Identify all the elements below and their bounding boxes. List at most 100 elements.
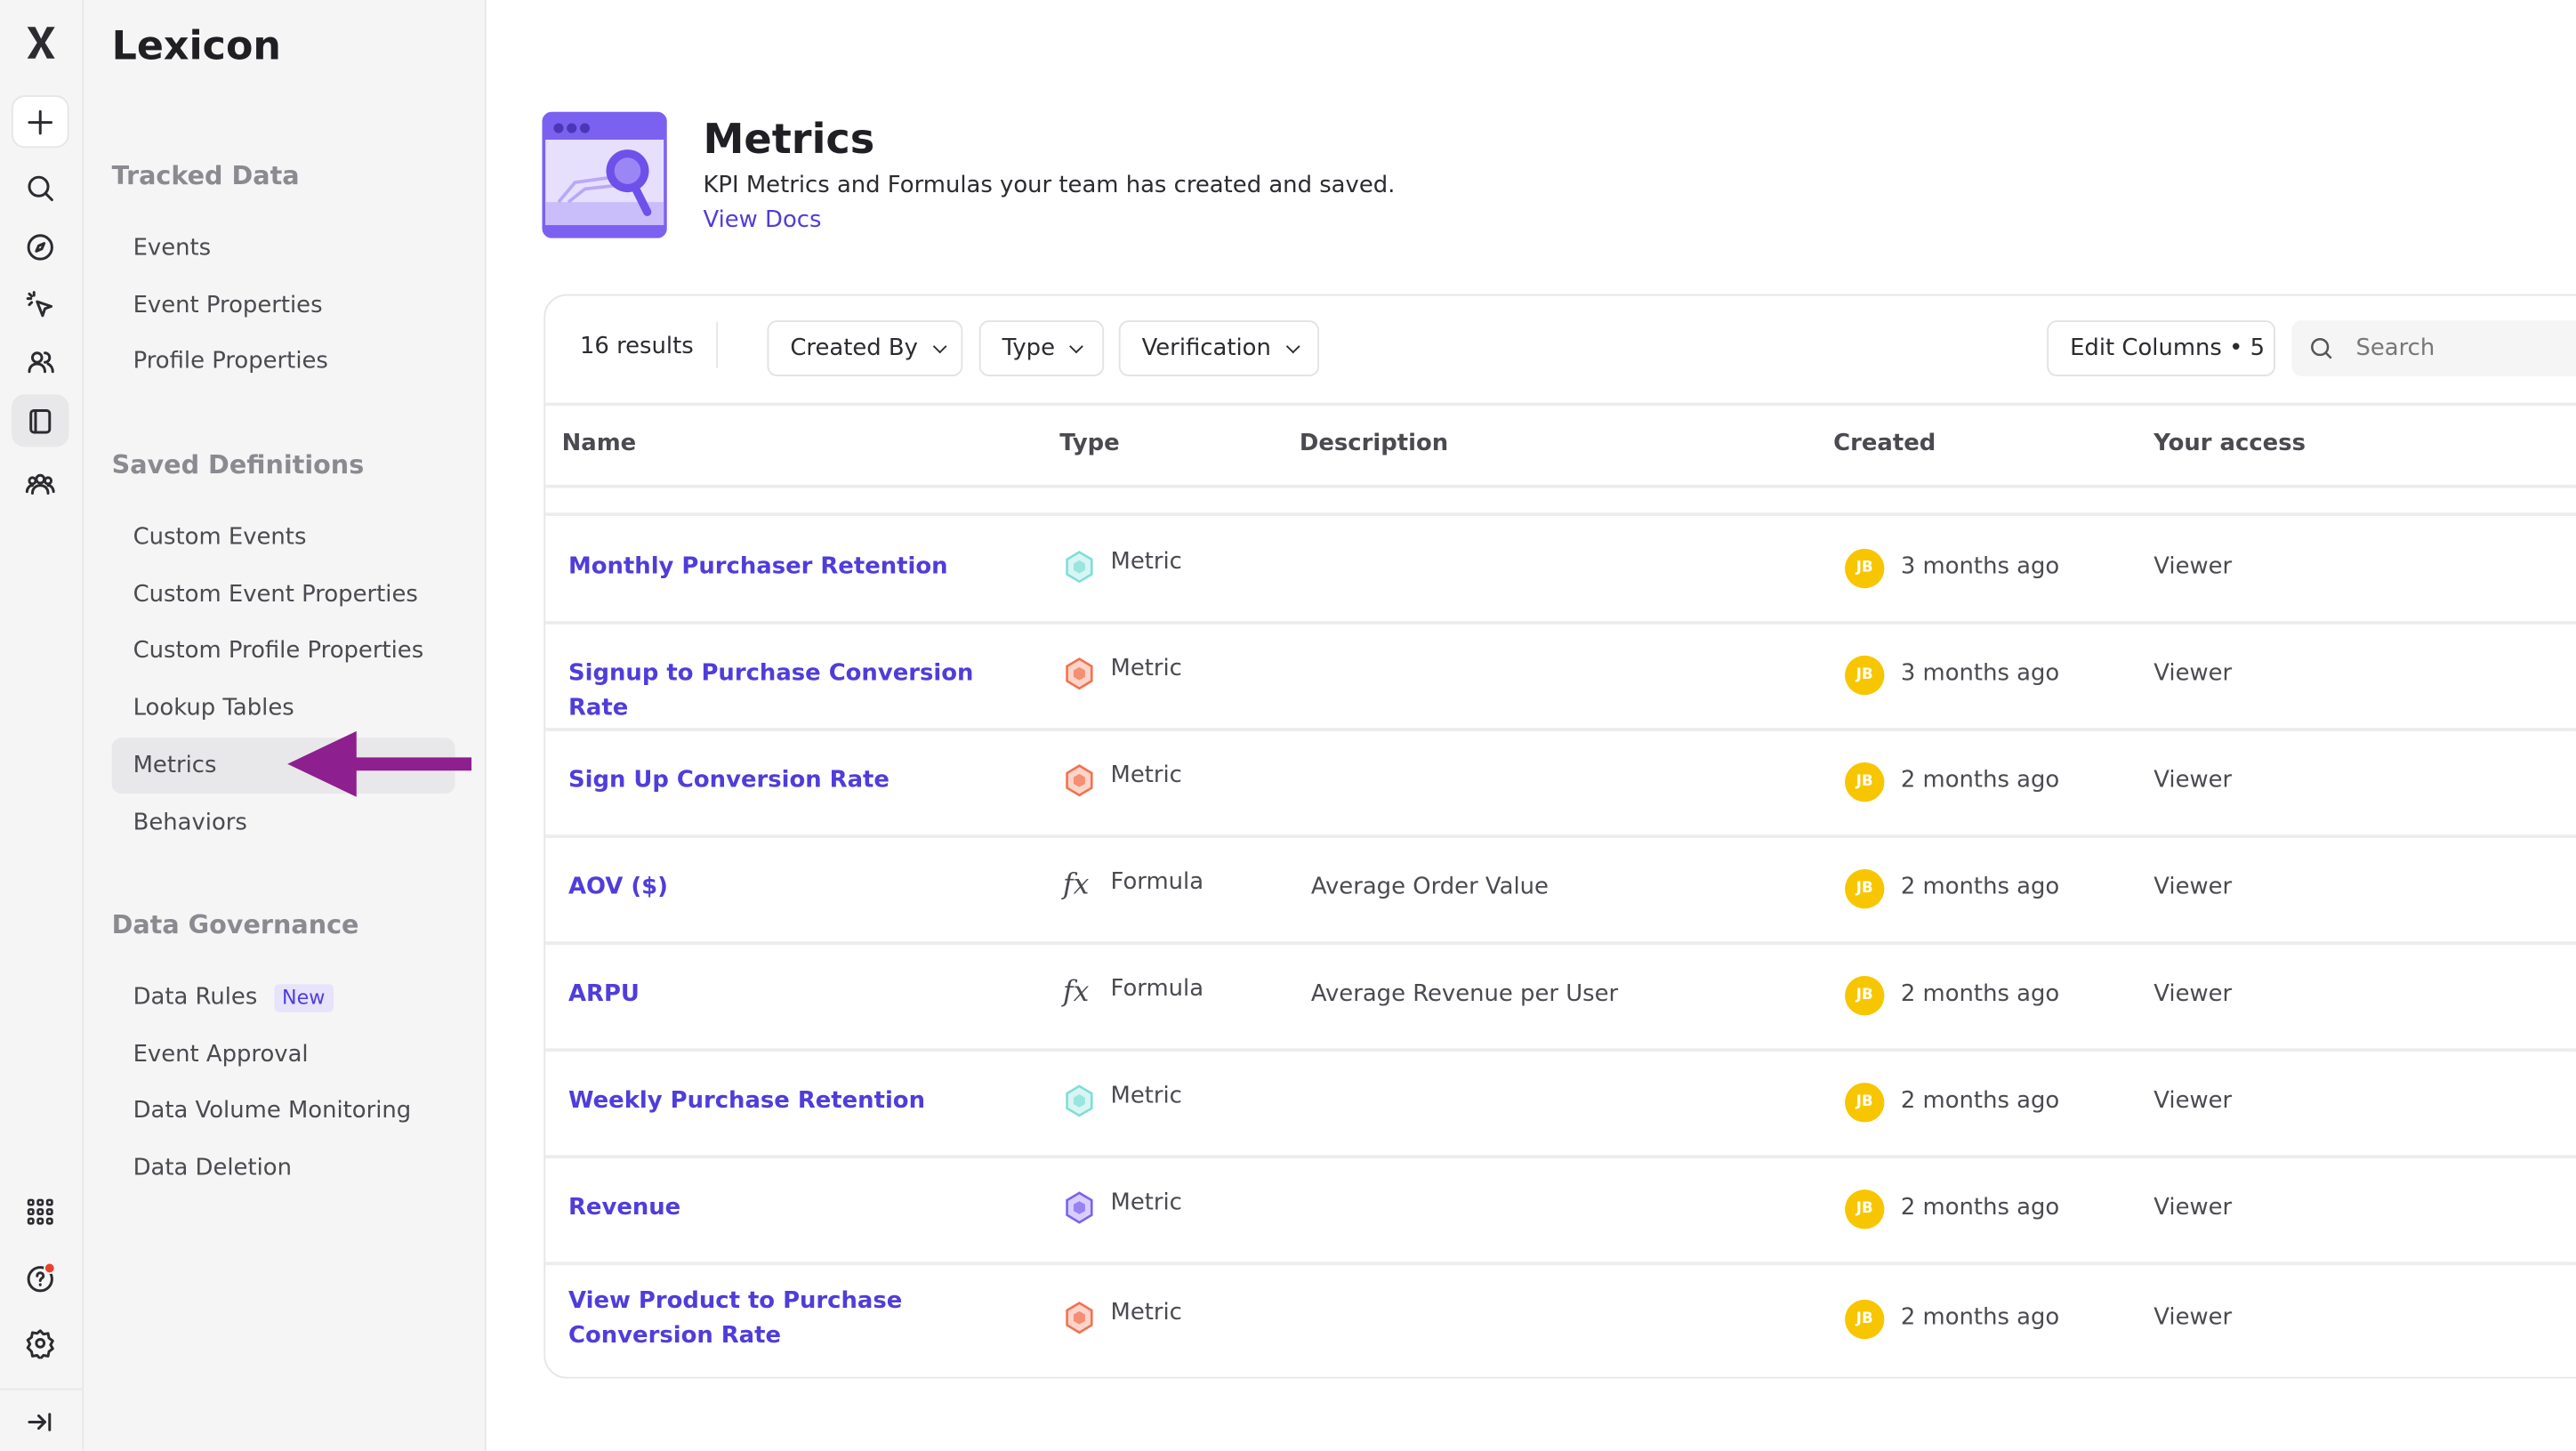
section-data-governance: Data Governance [111,910,359,940]
avatar: JB [1845,547,1885,588]
teams-icon[interactable] [12,456,69,509]
sidebar-item-behaviors[interactable]: Behaviors [112,794,455,850]
sidebar-item-label: Lookup Tables [133,695,294,721]
sidebar-item-event-approval[interactable]: Event Approval [112,1027,455,1083]
divider [545,728,2576,731]
sidebar-item-label: Custom Event Properties [133,581,418,608]
sidebar-item-label: Custom Events [133,524,307,551]
click-icon[interactable] [12,278,69,330]
search-input[interactable]: Search [2291,320,2576,376]
created-time: 2 months ago [1900,979,2060,1007]
metric-hexagon-icon [1066,1190,1093,1223]
created-time: 2 months ago [1900,1193,2060,1221]
metric-hexagon-icon [1066,763,1093,796]
icon-rail [0,0,85,1451]
verification-label: Verification [1141,335,1271,362]
sidebar-item-custom-event-properties[interactable]: Custom Event Properties [112,567,455,623]
edit-columns-button[interactable]: Edit Columns • 5 [2047,320,2275,376]
divider [545,834,2576,838]
metrics-illustration [542,111,667,238]
sidebar-item-events[interactable]: Events [112,220,455,276]
created-time: 2 months ago [1900,873,2060,900]
sidebar-item-data-volume-monitoring[interactable]: Data Volume Monitoring [112,1084,455,1140]
formula-icon: fx [1062,868,1090,902]
sidebar-item-data-deletion[interactable]: Data Deletion [112,1141,455,1197]
created-time: 2 months ago [1900,766,2060,794]
created-time: 3 months ago [1900,552,2060,580]
sidebar-item-label: Data Volume Monitoring [133,1098,412,1125]
description: Average Order Value [1310,873,1549,900]
column-header-type[interactable]: Type [1059,430,1120,457]
column-header-access[interactable]: Your access [2153,430,2306,457]
type-label: Formula [1110,868,1204,895]
metric-name-link[interactable]: Monthly Purchaser Retention [568,552,948,580]
type-label: Metric [1110,1082,1182,1108]
plus-icon[interactable] [11,95,69,149]
sidebar-item-label: Behaviors [133,809,247,836]
sidebar-item-label: Event Approval [133,1041,309,1068]
metric-name-link[interactable]: View Product to Purchase Conversion Rate [568,1287,903,1349]
divider [0,1388,83,1391]
divider [716,321,719,368]
column-header-name[interactable]: Name [561,430,637,457]
divider [545,512,2576,516]
gear-icon[interactable] [12,1316,69,1368]
metric-name-link[interactable]: ARPU [568,979,640,1007]
access-level: Viewer [2153,766,2233,794]
sidebar-item-label: Metrics [133,752,217,779]
sidebar-item-label: Data Rules [133,984,258,1011]
view-docs-link[interactable]: View Docs [703,206,822,234]
search-icon[interactable] [12,161,69,214]
column-header-description[interactable]: Description [1299,430,1449,457]
metric-name-link[interactable]: AOV ($) [568,873,668,900]
sidebar-title: Lexicon [111,22,281,69]
access-level: Viewer [2153,873,2233,900]
type-label: Metric [1110,547,1182,575]
sidebar-item-custom-profile-properties[interactable]: Custom Profile Properties [112,624,455,680]
metric-name-link[interactable]: Signup to Purchase Conversion Rate [568,659,974,721]
users-icon[interactable] [12,335,69,388]
metric-name-link[interactable]: Revenue [568,1193,681,1221]
type-label: Metric [1110,654,1182,681]
sidebar-item-custom-events[interactable]: Custom Events [112,510,455,566]
metric-name-link[interactable]: Sign Up Conversion Rate [568,766,890,794]
logo-icon[interactable] [12,16,69,69]
divider [545,402,2576,407]
metric-hexagon-icon [1066,657,1093,689]
lexicon-icon[interactable] [11,394,69,447]
created-time: 2 months ago [1900,1303,2060,1331]
sidebar-item-label: Profile Properties [133,349,328,375]
sidebar-item-lookup-tables[interactable]: Lookup Tables [112,681,455,737]
formula-icon: fx [1062,975,1090,1009]
avatar: JB [1845,1298,1885,1339]
verification-filter[interactable]: Verification [1118,320,1320,376]
type-label: Formula [1110,975,1204,1002]
help-icon[interactable] [12,1250,69,1302]
section-tracked-data: Tracked Data [111,160,300,191]
divider [545,621,2576,625]
type-label: Metric [1110,762,1182,788]
results-count: 16 results [579,333,694,360]
divider [545,941,2576,945]
sidebar-item-label: Event Properties [133,292,323,318]
chevron-down-icon [1285,339,1300,354]
metric-name-link[interactable]: Weekly Purchase Retention [568,1086,926,1114]
compass-icon[interactable] [12,220,69,272]
page-subtitle: KPI Metrics and Formulas your team has c… [703,172,1396,199]
type-filter[interactable]: Type [978,320,1105,376]
created-time: 3 months ago [1900,659,2060,687]
divider [545,1262,2576,1266]
lexicon-sidebar: Lexicon Tracked Data Events Event Properti… [84,0,487,1451]
metric-hexagon-icon [1066,550,1093,583]
access-level: Viewer [2153,659,2233,687]
expand-icon[interactable] [12,1395,69,1447]
type-label: Metric [1110,1189,1182,1215]
column-header-created[interactable]: Created [1833,430,1936,457]
sidebar-item-data-rules[interactable]: Data Rules New [112,970,455,1026]
created-by-filter[interactable]: Created By [767,320,963,376]
sidebar-item-profile-properties[interactable]: Profile Properties [112,335,455,391]
sidebar-item-event-properties[interactable]: Event Properties [112,278,455,334]
apps-grid-icon[interactable] [12,1185,69,1237]
search-icon [2308,335,2335,368]
chevron-down-icon [932,339,947,354]
